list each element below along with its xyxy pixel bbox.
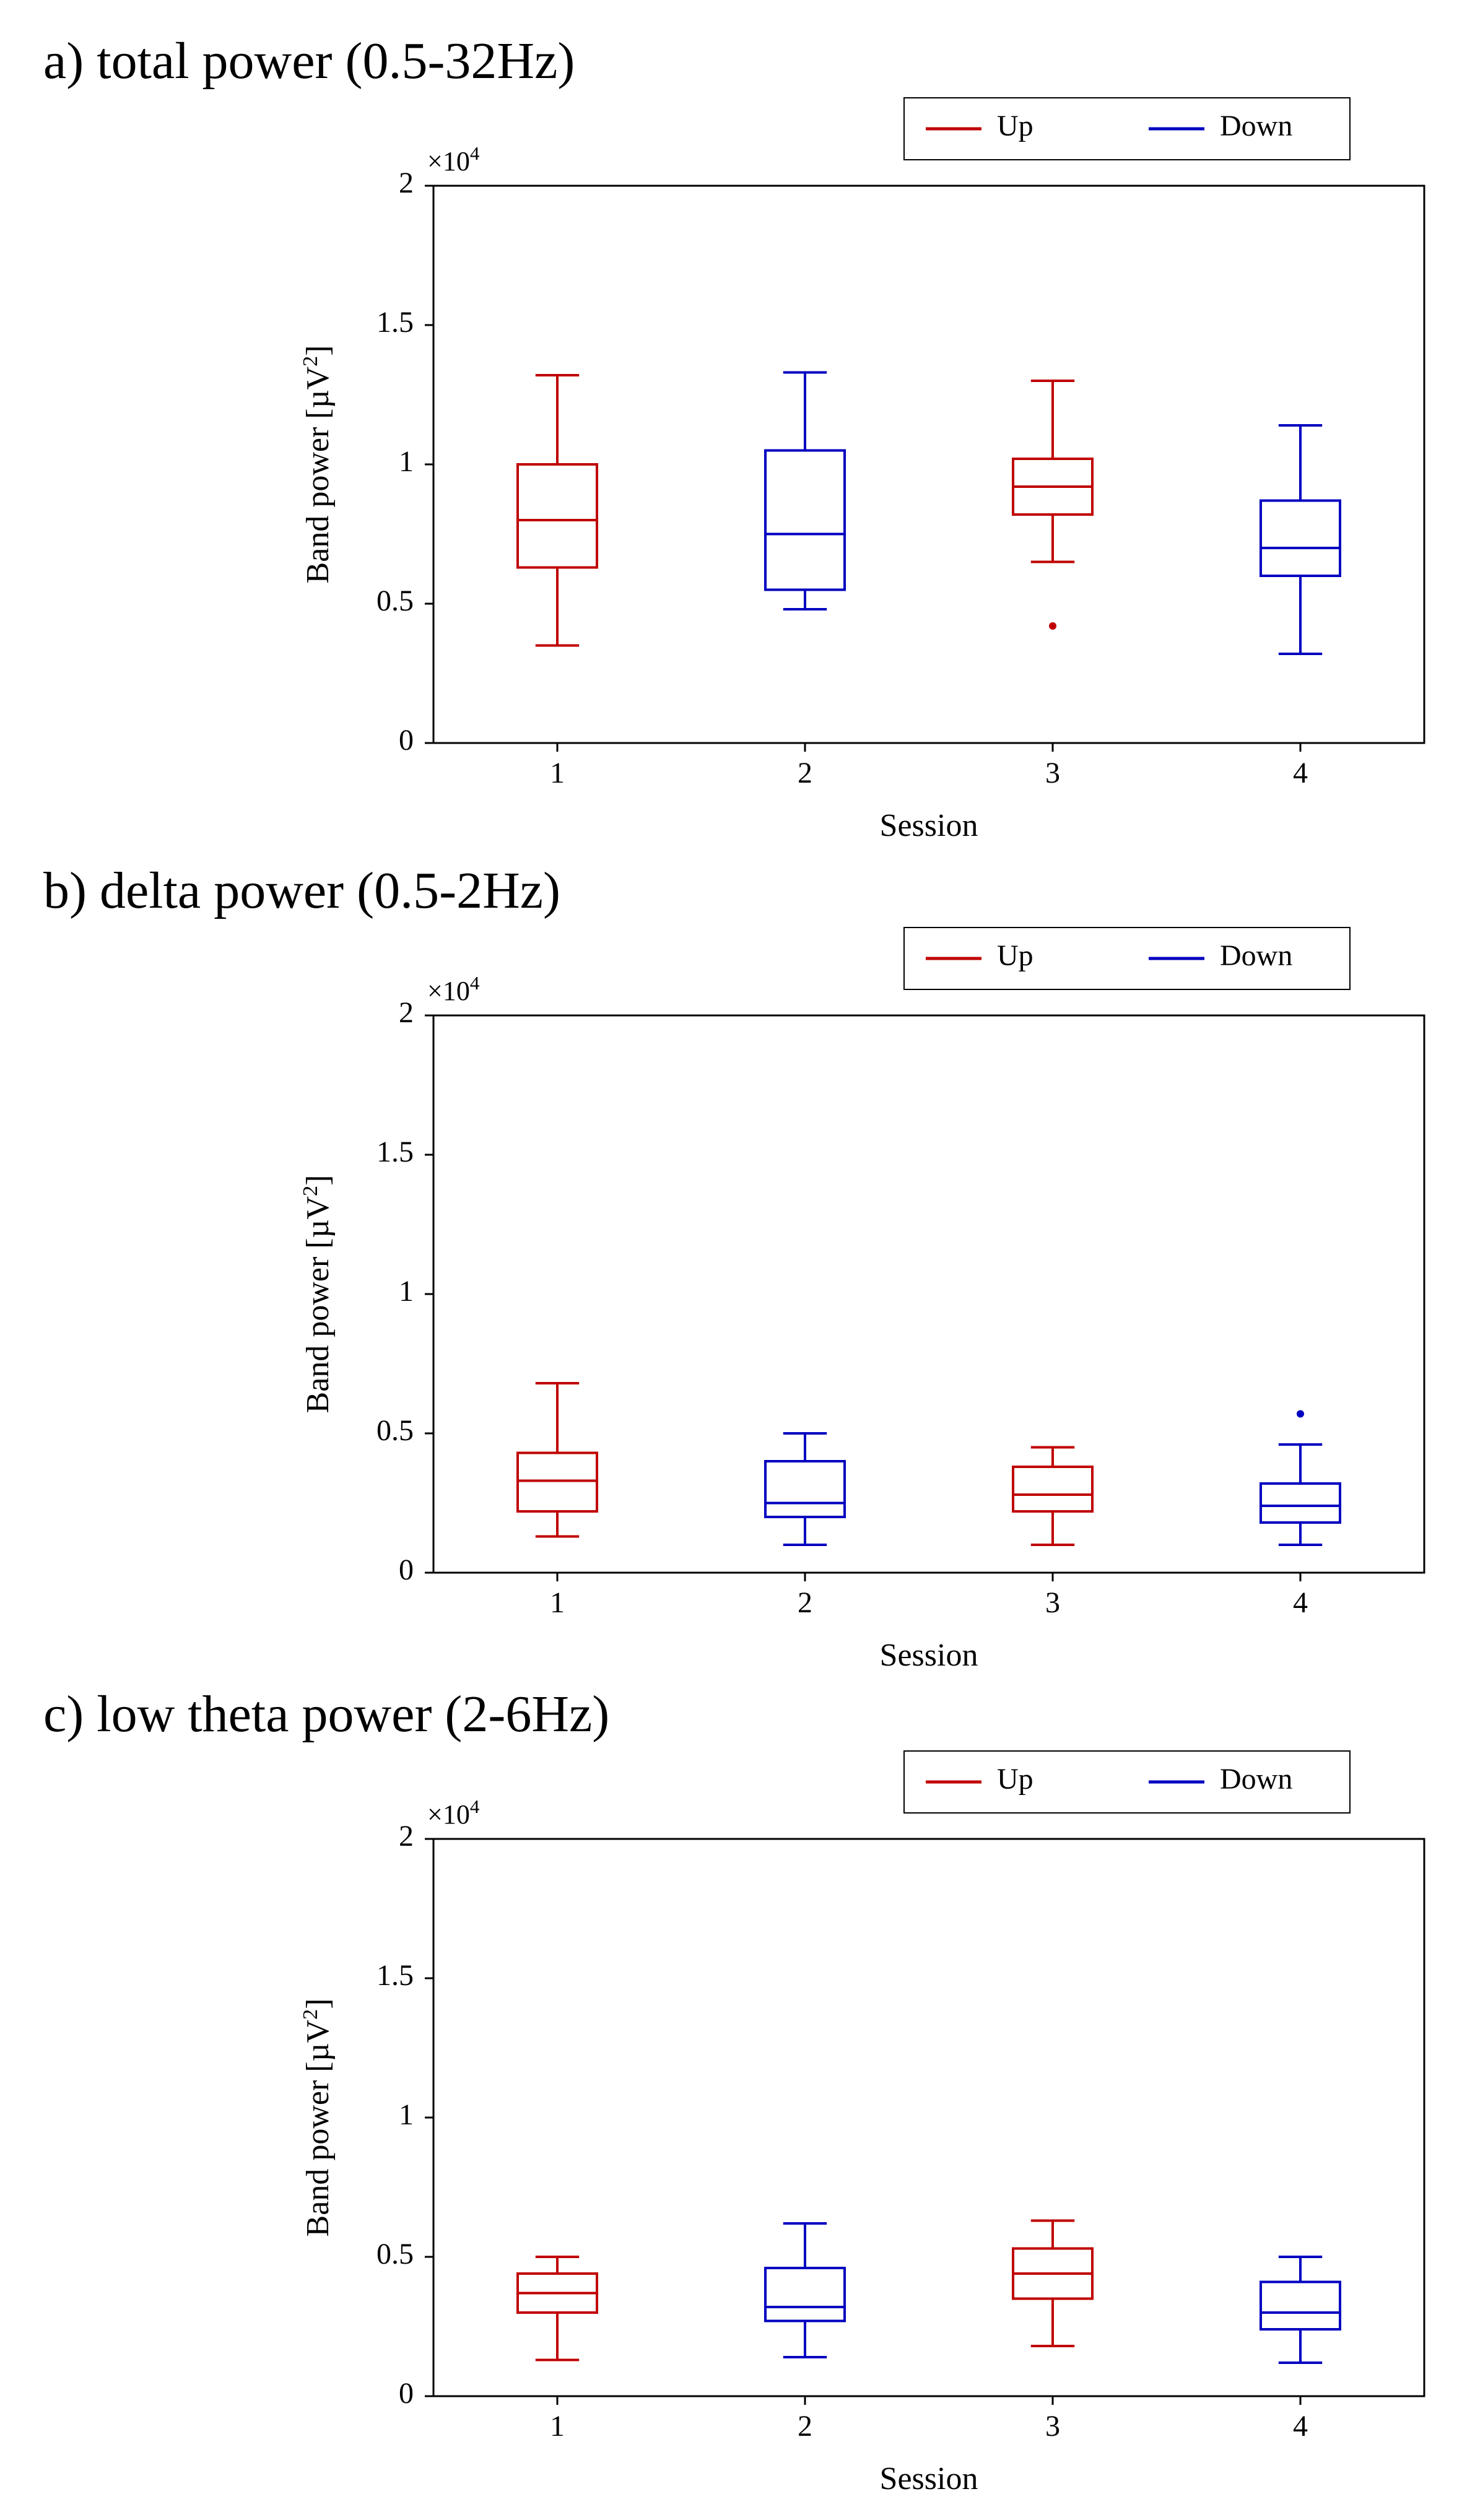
x-tick-label: 1 [550, 2410, 565, 2443]
box-down-s4 [1261, 1410, 1340, 1545]
box-up-s3 [1013, 2221, 1092, 2347]
x-tick-label: 4 [1293, 1586, 1308, 1619]
x-tick-label: 2 [798, 2410, 812, 2443]
boxplot-svg-c: 0 0.5 1 1.5 2 1 2 3 4 ×104 Session Band power [µV2]… [272, 1746, 1461, 2520]
boxplot-svg-a: 0 0.5 1 1.5 2 1 2 3 4 ×104 Session Band power [µV2]… [272, 93, 1461, 867]
y-tick-label: 0.5 [376, 2238, 414, 2270]
y-tick-label: 0.5 [376, 1414, 414, 1447]
panel-title-c: c) low theta power (2-6Hz) [43, 1684, 609, 1744]
x-tick-label: 3 [1045, 757, 1060, 789]
y-exponent: ×104 [427, 142, 480, 177]
y-axis-label: Band power [µV2] [299, 345, 336, 584]
x-axis-label: Session [880, 1638, 978, 1673]
box-up-s1 [518, 1383, 597, 1537]
box-down-s4 [1261, 425, 1340, 654]
boxplot-svg-b: 0 0.5 1 1.5 2 1 2 3 4 ×104 Session Band power [µV2]… [272, 923, 1461, 1697]
box-down-s4 [1261, 2257, 1340, 2363]
x-tick-label: 3 [1045, 2410, 1060, 2443]
legend-label: Up [997, 1763, 1033, 1796]
chart-a: 0 0.5 1 1.5 2 1 2 3 4 ×104 Session Band power [µV2]… [272, 93, 1461, 867]
y-tick-label: 2 [399, 996, 414, 1029]
y-exponent: ×104 [427, 972, 480, 1007]
y-exponent: ×104 [427, 1796, 480, 1830]
y-tick-label: 0 [399, 2377, 414, 2410]
box-up-s3 [1013, 1448, 1092, 1545]
panel-title-a: a) total power (0.5-32Hz) [43, 31, 575, 91]
y-tick-label: 1 [399, 2098, 414, 2131]
x-tick-label: 2 [798, 1586, 812, 1619]
y-tick-label: 1.5 [376, 306, 414, 339]
x-tick-label: 2 [798, 757, 812, 789]
x-tick-label: 4 [1293, 757, 1308, 789]
plot-border [433, 1015, 1424, 1573]
y-axis-label: Band power [µV2] [299, 1999, 336, 2237]
legend-label: Down [1220, 939, 1292, 972]
y-tick-label: 1.5 [376, 1136, 414, 1168]
figure-page: a) total power (0.5-32Hz) 0 0.5 1 1.5 2 1 2 3 4 ×1… [0, 0, 1462, 2482]
legend-label: Up [997, 110, 1033, 142]
legend-label: Down [1220, 110, 1292, 142]
y-tick-label: 1 [399, 1275, 414, 1308]
x-axis-label: Session [880, 2461, 978, 2496]
y-tick-label: 1.5 [376, 1959, 414, 1992]
x-tick-label: 3 [1045, 1586, 1060, 1619]
y-tick-label: 0 [399, 724, 414, 757]
panel-title-b: b) delta power (0.5-2Hz) [43, 861, 560, 921]
y-tick-label: 1 [399, 445, 414, 478]
legend-label: Up [997, 939, 1033, 972]
box-down-s2 [765, 373, 845, 610]
x-tick-label: 1 [550, 1586, 565, 1619]
y-tick-label: 0.5 [376, 584, 414, 617]
y-tick-label: 0 [399, 1553, 414, 1586]
y-tick-label: 2 [399, 1820, 414, 1853]
chart-b: 0 0.5 1 1.5 2 1 2 3 4 ×104 Session Band power [µV2]… [272, 923, 1461, 1697]
y-axis-label: Band power [µV2] [299, 1175, 336, 1414]
x-tick-label: 4 [1293, 2410, 1308, 2443]
legend-label: Down [1220, 1763, 1292, 1796]
chart-c: 0 0.5 1 1.5 2 1 2 3 4 ×104 Session Band power [µV2]… [272, 1746, 1461, 2520]
box-up-s1 [518, 375, 597, 646]
outlier [1049, 622, 1056, 630]
box-down-s2 [765, 2223, 845, 2357]
x-axis-label: Session [880, 808, 978, 843]
box-up-s3 [1013, 381, 1092, 630]
outlier [1297, 1410, 1304, 1418]
box-up-s1 [518, 2257, 597, 2360]
x-tick-label: 1 [550, 757, 565, 789]
box-down-s2 [765, 1433, 845, 1545]
y-tick-label: 2 [399, 167, 414, 199]
